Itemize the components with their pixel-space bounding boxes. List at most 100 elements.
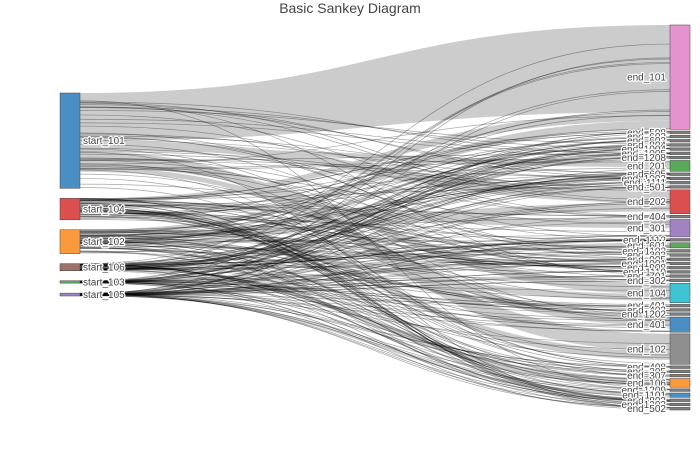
node-end-404[interactable]: [669, 215, 691, 219]
node-end-701[interactable]: [669, 274, 691, 278]
minor-link-start-103-to-end-1004: [79, 147, 671, 282]
node-end-1102[interactable]: [669, 249, 691, 253]
minor-link-start-105-to-end-502: [79, 293, 671, 408]
link-start-102-to-end-104[interactable]: [80, 239, 670, 301]
node-end-106[interactable]: [669, 378, 691, 388]
link-start-104-to-end-301[interactable]: [80, 203, 670, 229]
node-end-303[interactable]: [669, 253, 691, 257]
node-end-305[interactable]: [669, 369, 691, 373]
node-end-508[interactable]: [669, 130, 691, 134]
node-label-halo: end_1203: [622, 400, 667, 411]
node-end-603[interactable]: [669, 139, 691, 143]
node-end-1005[interactable]: [669, 151, 691, 155]
minor-link-start-102-to-end-908: [79, 232, 671, 268]
node-end-401-[interactable]: [669, 316, 691, 333]
node-end-803[interactable]: [669, 398, 691, 402]
node-end-202[interactable]: [669, 189, 691, 214]
minor-link-start-101-to-end-1003: [79, 104, 671, 179]
minor-link-start-106-to-end-1004: [79, 148, 671, 271]
minor-link-start-101-to-end-1208: [79, 122, 671, 157]
link-start-101-to-end-102[interactable]: [80, 151, 670, 352]
node-end-101[interactable]: [669, 24, 691, 130]
node-end-1003[interactable]: [669, 176, 691, 181]
minor-link-start-102-to-end-106: [79, 239, 671, 380]
node-label-end-804: end_804: [627, 140, 666, 151]
node-end-201[interactable]: [669, 160, 691, 172]
node-start-106[interactable]: [59, 263, 81, 272]
link-start-101-to-end-201[interactable]: [80, 147, 670, 167]
node-end-1209[interactable]: [669, 388, 691, 392]
minor-link-start-104-to-end-303: [79, 199, 671, 255]
minor-link-start-101-to-end-404: [79, 114, 671, 217]
node-end-402[interactable]: [669, 308, 691, 312]
link-start-103-to-end-601[interactable]: [80, 242, 670, 283]
node-end-1004[interactable]: [669, 147, 691, 151]
minor-link-start-102-to-end-1005: [79, 152, 671, 242]
chart-title: Basic Sankey Diagram: [279, 0, 421, 16]
node-label-halo: end_401: [627, 320, 666, 331]
node-end-905[interactable]: [669, 257, 691, 261]
node-label-halo: end_408: [627, 363, 666, 374]
minor-link-start-102-to-end-1203: [79, 250, 671, 405]
minor-link-start-103-to-end-402: [79, 280, 671, 311]
minor-link-start-101-to-end-501: [79, 133, 671, 189]
node-end-104[interactable]: [669, 282, 691, 304]
link-start-102-to-end-202[interactable]: [80, 202, 670, 240]
node-end-302[interactable]: [669, 278, 691, 282]
node-end-1101[interactable]: [669, 392, 691, 398]
minor-link-start-102-to-end-307: [79, 240, 671, 376]
node-start-105[interactable]: [59, 292, 81, 297]
node-end-605[interactable]: [669, 172, 691, 176]
minor-link-start-103-to-end-502: [79, 282, 671, 409]
node-start-104[interactable]: [59, 198, 81, 221]
node-end-1208[interactable]: [669, 155, 691, 160]
node-label-end-307: end_307: [627, 371, 666, 382]
node-end-408[interactable]: [669, 365, 691, 369]
node-label-end-1203: end_1203: [622, 400, 667, 411]
link-start-102-to-end-101[interactable]: [80, 120, 670, 235]
node-end-1202[interactable]: [669, 312, 691, 316]
minor-link-start-105-to-end-1004: [79, 148, 671, 294]
link-start-106-to-end-106[interactable]: [80, 263, 670, 386]
link-start-101-to-end-401-[interactable]: [80, 166, 670, 326]
node-end-908[interactable]: [669, 266, 691, 270]
node-end-1111[interactable]: [669, 181, 691, 185]
node-end-102[interactable]: [669, 333, 691, 365]
minor-link-start-104-to-end-102: [79, 216, 671, 364]
node-end-301[interactable]: [669, 219, 691, 238]
node-end-602[interactable]: [669, 134, 691, 139]
node-end-502[interactable]: [669, 407, 691, 411]
minor-link-start-101-to-end-701: [79, 102, 671, 276]
link-start-104-to-end-102[interactable]: [80, 207, 670, 360]
minor-link-start-101-to-end-202: [79, 102, 671, 200]
node-end-1112[interactable]: [669, 238, 691, 242]
node-end-307[interactable]: [669, 374, 691, 378]
node-start-101[interactable]: [59, 92, 81, 189]
node-label-end-1110: end_1110: [623, 267, 666, 278]
minor-link-start-105-to-end-905: [79, 258, 671, 296]
minor-link-start-101-to-end-1005: [79, 153, 671, 161]
link-start-105-to-end-1101[interactable]: [80, 293, 670, 397]
minor-link-start-102-to-end-603: [79, 140, 671, 254]
minor-link-start-103-to-end-102: [79, 281, 671, 350]
node-end-1203[interactable]: [669, 402, 691, 407]
minor-link-start-102-to-end-402: [79, 242, 671, 312]
node-start-103[interactable]: [59, 280, 81, 284]
minor-link-start-105-to-end-408: [79, 292, 671, 368]
node-end-1110[interactable]: [669, 270, 691, 274]
node-end-401[interactable]: [669, 304, 691, 308]
minor-link-start-105-to-end-1001: [79, 262, 671, 294]
link-start-101-to-end-101[interactable]: [80, 25, 670, 141]
link-start-101-to-end-104[interactable]: [80, 160, 670, 295]
node-label-halo: end_401: [627, 301, 666, 312]
minor-link-start-103-to-end-1208: [79, 156, 671, 282]
link-start-101-to-end-202[interactable]: [80, 140, 670, 203]
node-label-halo: end_104: [627, 288, 666, 299]
node-start-102[interactable]: [59, 229, 81, 254]
node-label-halo: end_1102: [622, 246, 666, 257]
node-end-601[interactable]: [669, 242, 691, 249]
node-end-804[interactable]: [669, 143, 691, 147]
node-end-501[interactable]: [669, 185, 691, 189]
node-end-1001[interactable]: [669, 261, 691, 266]
minor-link-start-106-to-end-1001: [79, 262, 671, 270]
